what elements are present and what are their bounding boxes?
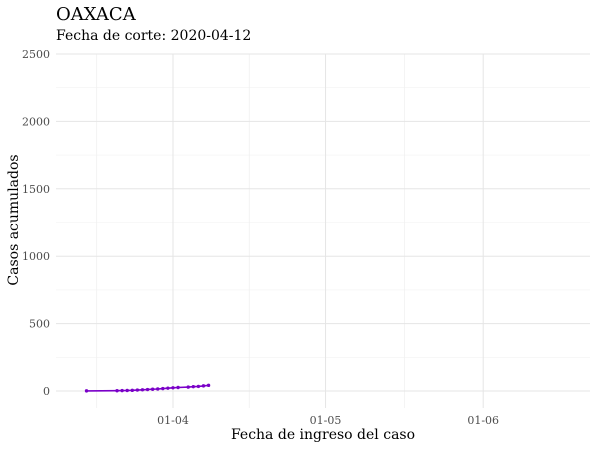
x-tick-label: 01-06 [467, 414, 499, 427]
x-tick-label: 01-04 [157, 414, 189, 427]
x-axis-label: Fecha de ingreso del caso [230, 427, 416, 443]
y-tick-label: 1500 [22, 183, 50, 196]
data-point [166, 386, 170, 390]
x-tick-labels: 01-04 01-05 01-06 [157, 414, 499, 427]
y-tick-label: 1000 [22, 250, 50, 263]
data-point [206, 383, 211, 388]
y-axis-label: Casos acumulados [6, 154, 22, 286]
y-tick-labels: 0 500 1000 1500 2000 2500 [22, 48, 50, 398]
data-point [161, 386, 165, 391]
data-point [115, 389, 119, 393]
y-tick-label: 2500 [22, 48, 50, 61]
data-point [135, 388, 140, 392]
data-point [140, 388, 145, 392]
data-point [191, 384, 196, 389]
data-point [84, 389, 89, 393]
data-point [171, 386, 175, 390]
data-point [156, 387, 160, 391]
data-point [196, 384, 201, 389]
chart-subtitle: Fecha de corte: 2020-04-12 [56, 28, 252, 44]
data-point [150, 387, 155, 391]
major-gridlines [56, 53, 590, 408]
data-point [125, 388, 129, 393]
data-point [145, 387, 150, 392]
y-tick-label: 2000 [22, 115, 50, 128]
minor-gridlines [56, 54, 590, 408]
data-point [186, 385, 190, 389]
x-tick-label: 01-05 [310, 414, 342, 427]
y-tick-label: 0 [43, 385, 50, 398]
data-point [120, 388, 124, 393]
y-tick-label: 500 [29, 318, 50, 331]
data-point [130, 388, 134, 393]
data-point [176, 385, 180, 390]
chart-title: OAXACA [56, 4, 136, 25]
data-point [201, 384, 206, 388]
series-group [84, 383, 211, 393]
